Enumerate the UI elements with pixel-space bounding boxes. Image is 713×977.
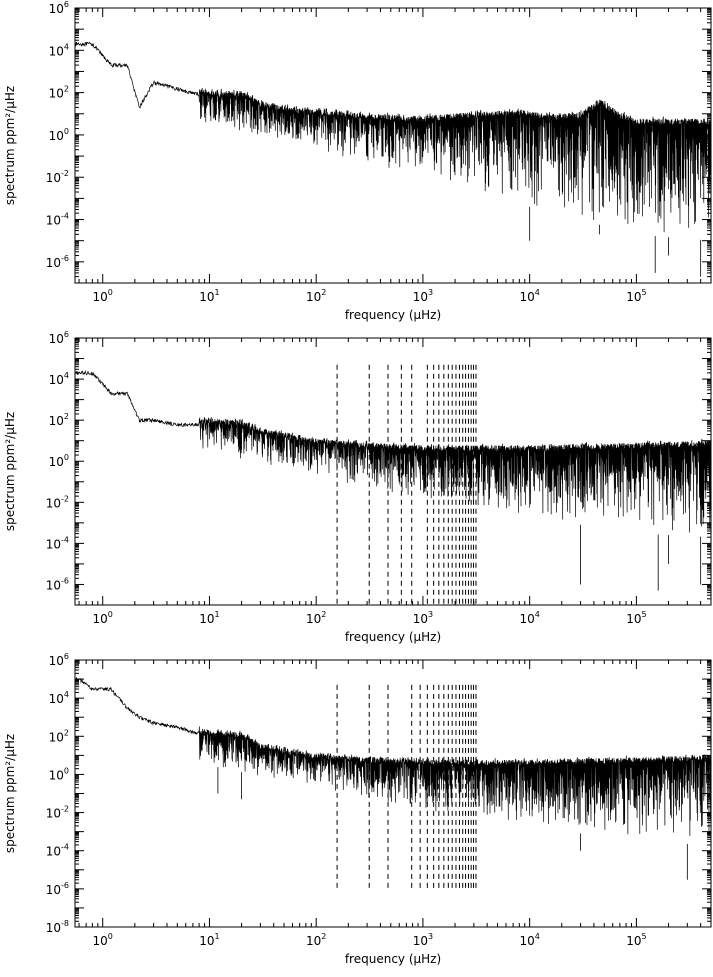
spectrum-chart-middle: 100 101 102 103 104 105 10-6 10-4 10-2 100 102 104 1… (3, 330, 712, 644)
y-tick-label: 10-6 (46, 576, 69, 592)
spectrum-line (75, 676, 711, 836)
spectrum-line (75, 41, 711, 233)
y-tick-label: 100 (49, 127, 69, 143)
y-tick-label: 100 (49, 453, 69, 469)
y-tick-label: 104 (49, 690, 69, 706)
y-tick-label: 10-4 (46, 535, 69, 551)
x-tick-label: 102 (306, 932, 326, 948)
x-tick-label: 100 (93, 288, 113, 304)
y-axis-label: spectrum ppm²/µHz (3, 86, 17, 205)
y-tick-label: 106 (49, 330, 69, 346)
y-tick-label: 10-8 (46, 919, 69, 935)
y-tick-label: 102 (49, 412, 69, 428)
x-axis-label: frequency (µHz) (345, 630, 441, 644)
y-tick-label: 10-2 (46, 169, 69, 185)
x-tick-label: 105 (626, 932, 646, 948)
x-tick-label: 102 (306, 610, 326, 626)
y-tick-label: 104 (49, 42, 69, 58)
x-tick-label: 105 (626, 288, 646, 304)
spectrum-chart-bottom: 100 101 102 103 104 105 10-8 10-6 10-4 10-2 100 102… (3, 652, 712, 966)
x-axis-label: frequency (µHz) (345, 308, 441, 322)
y-tick-label: 10-4 (46, 212, 69, 228)
spectrum-chart-top: 100 101 102 103 104 105 10-6 10-4 10-2 100 102 104 1… (3, 0, 712, 322)
y-tick-label: 100 (49, 766, 69, 782)
x-tick-label: 101 (199, 610, 219, 626)
x-tick-label: 103 (413, 610, 433, 626)
y-tick-label: 106 (49, 652, 69, 668)
x-tick-label: 104 (519, 932, 539, 948)
y-tick-label: 106 (49, 0, 69, 16)
x-tick-label: 103 (413, 932, 433, 948)
y-tick-label: 10-2 (46, 805, 69, 821)
x-axis-label: frequency (µHz) (345, 952, 441, 966)
y-tick-label: 10-6 (46, 254, 69, 270)
spectrum-line (75, 370, 711, 533)
x-tick-label: 100 (93, 610, 113, 626)
x-tick-label: 101 (199, 288, 219, 304)
y-tick-label: 10-6 (46, 881, 69, 897)
y-tick-label: 102 (49, 728, 69, 744)
y-tick-label: 104 (49, 371, 69, 387)
x-tick-label: 104 (519, 610, 539, 626)
x-tick-label: 100 (93, 932, 113, 948)
y-tick-label: 102 (49, 85, 69, 101)
x-tick-label: 103 (413, 288, 433, 304)
x-tick-label: 104 (519, 288, 539, 304)
y-tick-label: 10-4 (46, 843, 69, 859)
x-tick-label: 101 (199, 932, 219, 948)
y-axis-label: spectrum ppm²/µHz (3, 412, 17, 531)
x-tick-label: 102 (306, 288, 326, 304)
x-tick-label: 105 (626, 610, 646, 626)
y-tick-label: 10-2 (46, 494, 69, 510)
y-axis-label: spectrum ppm²/µHz (3, 734, 17, 853)
